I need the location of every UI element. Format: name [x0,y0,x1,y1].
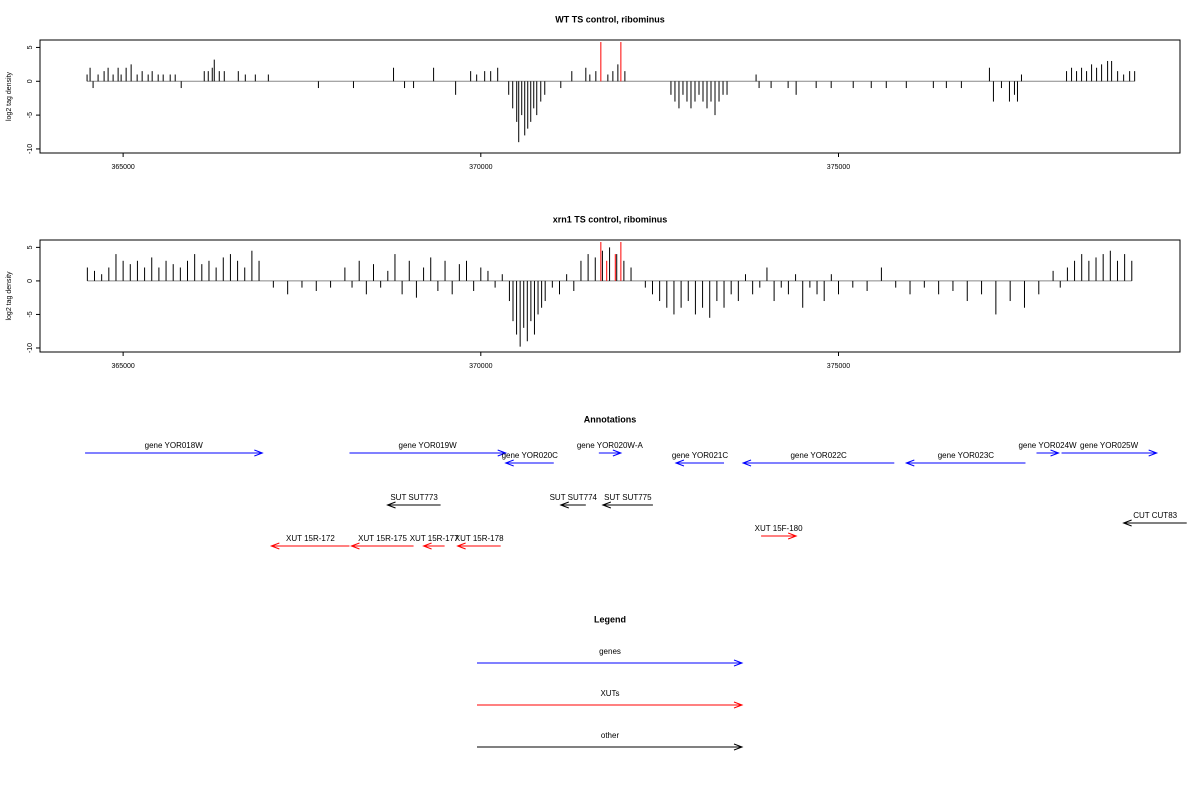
chart-title: xrn1 TS control, ribominus [553,214,668,224]
y-axis-label: log2 tag density [6,271,13,321]
feature-arrow-head [350,542,360,550]
legend-label: XUTs [600,689,619,698]
feature-label: gene YOR023C [938,451,995,460]
feature-arrow-head [1050,449,1060,457]
feature-arrow-head [559,501,569,509]
feature-label: gene YOR025W [1080,441,1139,450]
x-tick-label: 375000 [827,164,850,171]
y-tick-label: -10 [27,144,34,154]
legend-title: Legend [594,614,626,624]
feature-arrow-head [601,501,612,509]
feature-arrow-head [456,542,466,550]
feature-arrow-head [674,459,685,467]
y-tick-label: -10 [27,343,34,353]
chart-title: WT TS control, ribominus [555,14,665,24]
feature-arrow-head [497,449,508,457]
feature-label: SUT SUT773 [390,493,438,502]
feature-label: XUT 15R-172 [286,534,335,543]
annotations-title: Annotations [584,414,637,424]
feature-label: gene YOR020W-A [577,441,644,450]
feature-arrow-head [254,449,264,457]
legend-label: genes [599,647,621,656]
feature-label: gene YOR024W [1018,441,1077,450]
x-tick-label: 370000 [469,363,492,370]
y-tick-label: 0 [27,279,34,283]
feature-label: gene YOR022C [790,451,847,460]
x-tick-label: 365000 [111,164,134,171]
y-tick-label: -5 [27,311,34,317]
y-tick-label: 0 [27,79,34,83]
feature-label: gene YOR020C [502,451,559,460]
plot-frame [39,239,1181,353]
feature-arrow-head [1122,519,1132,527]
feature-arrow-head [612,449,623,457]
y-tick-label: 5 [27,45,34,49]
y-axis-label: log2 tag density [6,71,13,121]
feature-arrow-head [504,459,514,467]
legend-arrow-head [733,701,744,709]
feature-label: SUT SUT775 [604,493,652,502]
legend-arrow-head [733,743,744,751]
feature-label: XUT 15R-178 [455,534,504,543]
feature-arrow-head [787,532,798,540]
legend-label: other [601,731,620,740]
feature-label: CUT CUT83 [1133,511,1177,520]
x-tick-label: 370000 [469,164,492,171]
feature-arrow-head [904,459,915,467]
feature-label: gene YOR021C [672,451,729,460]
feature-arrow-head [386,501,396,509]
x-tick-label: 365000 [111,363,134,370]
y-tick-label: -5 [27,112,34,118]
feature-arrow-head [422,542,432,550]
feature-label: XUT 15R-177 [410,534,459,543]
feature-label: XUT 15R-175 [358,534,407,543]
legend-arrow-head [733,659,744,667]
y-tick-label: 5 [27,245,34,249]
feature-label: SUT SUT774 [550,493,598,502]
feature-arrow-head [269,542,280,550]
plot-frame [39,39,1181,154]
feature-label: gene YOR019W [399,441,458,450]
feature-arrow-head [1148,449,1159,457]
feature-label: XUT 15F-180 [755,524,803,533]
feature-arrow-head [741,459,752,467]
x-tick-label: 375000 [827,363,850,370]
feature-label: gene YOR018W [145,441,204,450]
